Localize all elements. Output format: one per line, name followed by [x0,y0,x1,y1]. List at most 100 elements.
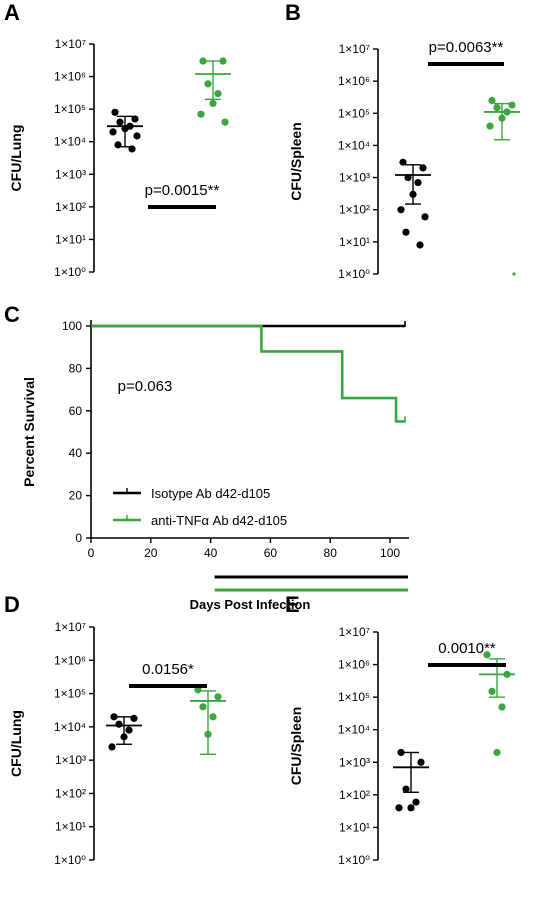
data-point-isotype-e [412,798,420,806]
panel-letter-b: B [285,0,301,25]
y-tick-label-a: 1×10⁴ [54,135,86,149]
data-point-anti-tnf-d [209,713,217,721]
y-tick-label-d: 1×10⁶ [54,653,86,667]
y-tick-label-c: 40 [69,446,83,460]
x-tick-label-c: 60 [264,546,278,560]
panel-a-cfu-lung: 1×10⁰ 1×10¹ 1×10² 1×10³ 1×10⁴ 1×10⁵ 1×10⁶ 1×10⁷… [8,37,231,279]
data-point-isotype-b [397,206,405,214]
data-point-isotype-b [414,178,422,187]
y-tick-label-e: 1×10⁷ [339,625,370,639]
y-tick-label-b: 1×10¹ [339,235,370,249]
data-point-isotype-e [407,804,415,812]
data-point-anti-tnf-a [204,80,212,88]
data-point-anti-tnf-e [488,687,496,696]
data-point-anti-tnf-d [214,693,222,701]
y-tick-label-b: 1×10⁷ [339,42,370,56]
data-point-anti-tnf-b [498,114,506,122]
panel-letter-a: A [4,0,20,25]
legend-label-anti-tnf: anti-TNFα Ab d42-d105 [151,513,287,528]
y-axis-label-a: CFU/Lung [8,125,24,192]
data-point-anti-tnf-a [209,99,217,108]
y-tick-label-b: 1×10³ [339,171,370,185]
data-point-isotype-d [120,733,128,741]
data-point-isotype-b [399,158,407,166]
y-axis-label-b: CFU/Spleen [288,122,304,201]
y-tick-label-d: 1×10³ [55,753,86,767]
y-tick-label-a: 1×10¹ [55,232,86,246]
data-point-anti-tnf-a [219,57,227,65]
y-tick-label-d: 1×10² [55,786,86,800]
data-point-isotype-d [110,713,118,721]
y-tick-label-c: 20 [69,489,83,503]
y-tick-label-e: 1×10² [339,788,370,802]
data-point-isotype-a [128,145,136,153]
y-tick-label-a: 1×10⁰ [54,265,86,279]
data-point-anti-tnf-b [508,101,516,109]
data-point-isotype-b [402,228,410,236]
data-point-anti-tnf-a [214,90,222,98]
data-point-anti-tnf-b [488,96,496,105]
data-point-anti-tnf-b [512,272,516,276]
data-point-isotype-a [133,132,141,140]
data-point-anti-tnf-b [486,122,494,130]
y-tick-label-d: 1×10⁷ [55,620,86,634]
data-point-anti-tnf-d [199,703,207,711]
x-tick-label-c: 80 [324,546,338,560]
y-tick-label-e: 1×10⁴ [338,723,370,737]
data-point-isotype-a [114,141,122,149]
y-tick-label-c: 0 [75,531,82,545]
y-tick-label-d: 1×10⁵ [54,687,86,701]
p-value-annotation-b: p=0.0063** [429,39,504,56]
data-point-isotype-b [416,241,424,249]
data-point-isotype-e [395,804,403,812]
y-axis-label-d: CFU/Lung [8,710,24,777]
y-tick-label-b: 1×10⁶ [338,74,370,88]
data-point-isotype-b [404,173,412,182]
y-tick-label-c: 60 [69,404,83,418]
data-point-isotype-b [419,164,427,172]
data-point-isotype-a [131,115,139,123]
y-tick-label-e: 1×10³ [339,755,370,769]
y-tick-label-b: 1×10² [339,203,370,217]
y-tick-label-d: 1×10¹ [55,820,86,834]
panel-b-cfu-spleen: 1×10⁰ 1×10¹ 1×10² 1×10³ 1×10⁴ 1×10⁵ 1×10⁶ 1×10⁷… [288,39,520,281]
data-point-anti-tnf-a [199,57,207,65]
panel-letter-e: E [285,592,300,617]
data-point-isotype-d [125,726,133,734]
data-point-isotype-e [417,758,425,766]
y-tick-label-b: 1×10⁴ [338,138,370,152]
data-point-isotype-d [115,720,123,728]
p-value-annotation-d: 0.0156* [142,661,194,678]
y-tick-label-e: 1×10⁰ [338,853,370,867]
p-value-annotation-a: p=0.0015** [145,182,220,199]
data-point-isotype-e [402,785,410,793]
data-point-isotype-b [421,213,429,221]
survival-line-anti-tnf [91,324,405,423]
data-point-isotype-d [108,743,116,751]
y-tick-label-b: 1×10⁰ [338,267,370,281]
data-point-anti-tnf-b [503,108,511,116]
p-value-annotation-c: p=0.063 [118,378,173,395]
data-point-anti-tnf-e [503,670,511,678]
data-point-isotype-a [121,125,129,133]
y-tick-label-c: 100 [62,319,82,333]
data-point-anti-tnf-e [483,651,491,659]
panel-d-cfu-lung: 1×10⁰ 1×10¹ 1×10² 1×10³ 1×10⁴ 1×10⁵ 1×10⁶ 1×10⁷… [8,620,226,867]
x-axis-label-c: Days Post Infection [190,597,311,612]
y-tick-label-d: 1×10⁰ [54,853,86,867]
x-tick-label-c: 40 [204,546,218,560]
legend-label-isotype: Isotype Ab d42-d105 [151,486,270,501]
data-point-anti-tnf-e [498,703,506,711]
data-point-anti-tnf-e [493,748,501,757]
data-point-anti-tnf-a [197,110,205,118]
data-point-anti-tnf-b [493,104,501,112]
x-tick-label-c: 100 [380,546,400,560]
data-point-isotype-a [116,118,124,126]
panel-letter-c: C [4,302,20,327]
panel-letter-d: D [4,592,20,617]
y-tick-label-a: 1×10⁶ [54,70,86,84]
y-tick-label-b: 1×10⁵ [338,106,370,120]
data-point-isotype-a [109,128,117,136]
data-point-anti-tnf-a [221,118,229,126]
